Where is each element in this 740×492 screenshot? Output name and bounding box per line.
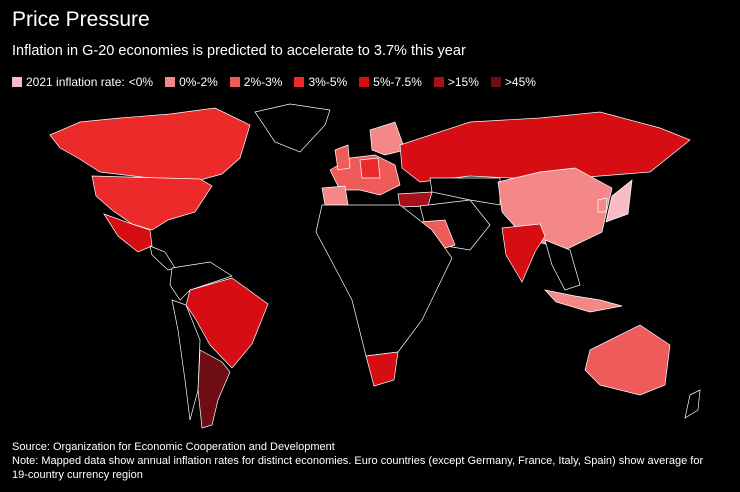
legend-item: 2%-3%	[229, 75, 283, 89]
legend-swatch	[294, 77, 305, 87]
source: Source: Organization for Economic Cooper…	[12, 441, 335, 453]
argentina	[197, 349, 231, 429]
mexico	[103, 213, 153, 253]
central-asia	[429, 177, 501, 206]
turkey	[397, 191, 433, 208]
chart-title: Price Pressure	[12, 8, 150, 31]
legend-prefix: 2021 inflation rate:	[26, 75, 125, 89]
legend-label: 3%-5%	[308, 75, 348, 89]
legend-label: 5%-7.5%	[373, 75, 422, 89]
legend: 2021 inflation rate: <0% 0%-2% 2%-3% 3%-5% 5%…	[12, 75, 548, 89]
south-america-west	[171, 299, 201, 421]
legend-swatch	[490, 77, 501, 87]
indonesia	[544, 289, 623, 313]
legend-swatch	[12, 77, 22, 87]
australia	[584, 324, 671, 396]
legend-label: >15%	[447, 75, 479, 89]
united-states	[91, 175, 213, 231]
brazil	[185, 277, 269, 369]
new-zealand	[684, 389, 701, 419]
note: Note: Mapped data show annual inflation …	[12, 455, 704, 481]
legend-swatch	[165, 77, 176, 87]
legend-item: 5%-7.5%	[359, 75, 422, 89]
legend-item: >45%	[490, 75, 536, 89]
legend-swatch	[433, 77, 444, 87]
greenland	[254, 103, 331, 153]
legend-item: 2021 inflation rate: <0%	[12, 75, 153, 89]
south-korea	[597, 197, 608, 213]
southeast-asia	[544, 239, 581, 291]
legend-label: 2%-3%	[243, 75, 283, 89]
legend-swatch	[359, 77, 370, 87]
scandinavia	[369, 121, 406, 156]
spain	[321, 185, 349, 206]
japan	[605, 179, 633, 223]
legend-swatch	[229, 77, 240, 87]
germany	[359, 157, 381, 179]
central-america	[149, 245, 176, 271]
russia	[399, 111, 691, 183]
legend-label: <0%	[128, 75, 154, 89]
legend-label: >45%	[504, 75, 536, 89]
india	[501, 223, 546, 283]
legend-item: 3%-5%	[294, 75, 347, 89]
footnotes: Source: Organization for Economic Cooper…	[12, 440, 712, 482]
legend-label: 0%-2%	[179, 75, 218, 89]
legend-item: >15%	[433, 75, 479, 89]
legend-item: 0%-2%	[165, 75, 218, 89]
south-africa	[365, 351, 399, 387]
canada	[49, 107, 251, 181]
world-map	[49, 103, 701, 429]
united-kingdom	[334, 144, 351, 171]
chart-subtitle: Inflation in G-20 economies is predicted…	[12, 43, 466, 59]
